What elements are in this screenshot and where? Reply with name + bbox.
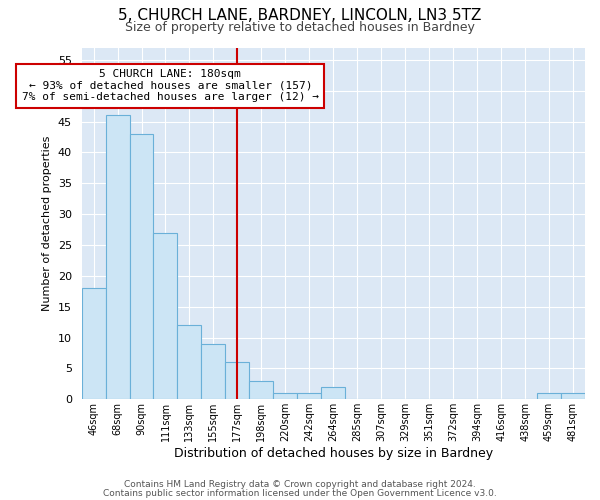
Bar xyxy=(274,393,298,400)
Text: Contains public sector information licensed under the Open Government Licence v3: Contains public sector information licen… xyxy=(103,488,497,498)
Bar xyxy=(537,393,561,400)
Bar xyxy=(202,344,226,400)
X-axis label: Distribution of detached houses by size in Bardney: Distribution of detached houses by size … xyxy=(174,447,493,460)
Bar xyxy=(250,381,274,400)
Bar xyxy=(321,387,345,400)
Text: 5 CHURCH LANE: 180sqm
← 93% of detached houses are smaller (157)
7% of semi-deta: 5 CHURCH LANE: 180sqm ← 93% of detached … xyxy=(22,69,319,102)
Bar xyxy=(561,393,585,400)
Bar xyxy=(226,362,250,400)
Bar xyxy=(178,325,202,400)
Bar xyxy=(130,134,154,400)
Text: Size of property relative to detached houses in Bardney: Size of property relative to detached ho… xyxy=(125,21,475,34)
Bar xyxy=(106,116,130,400)
Bar xyxy=(154,232,178,400)
Y-axis label: Number of detached properties: Number of detached properties xyxy=(42,136,52,311)
Bar xyxy=(82,288,106,400)
Text: Contains HM Land Registry data © Crown copyright and database right 2024.: Contains HM Land Registry data © Crown c… xyxy=(124,480,476,489)
Bar xyxy=(298,393,321,400)
Text: 5, CHURCH LANE, BARDNEY, LINCOLN, LN3 5TZ: 5, CHURCH LANE, BARDNEY, LINCOLN, LN3 5T… xyxy=(118,8,482,22)
